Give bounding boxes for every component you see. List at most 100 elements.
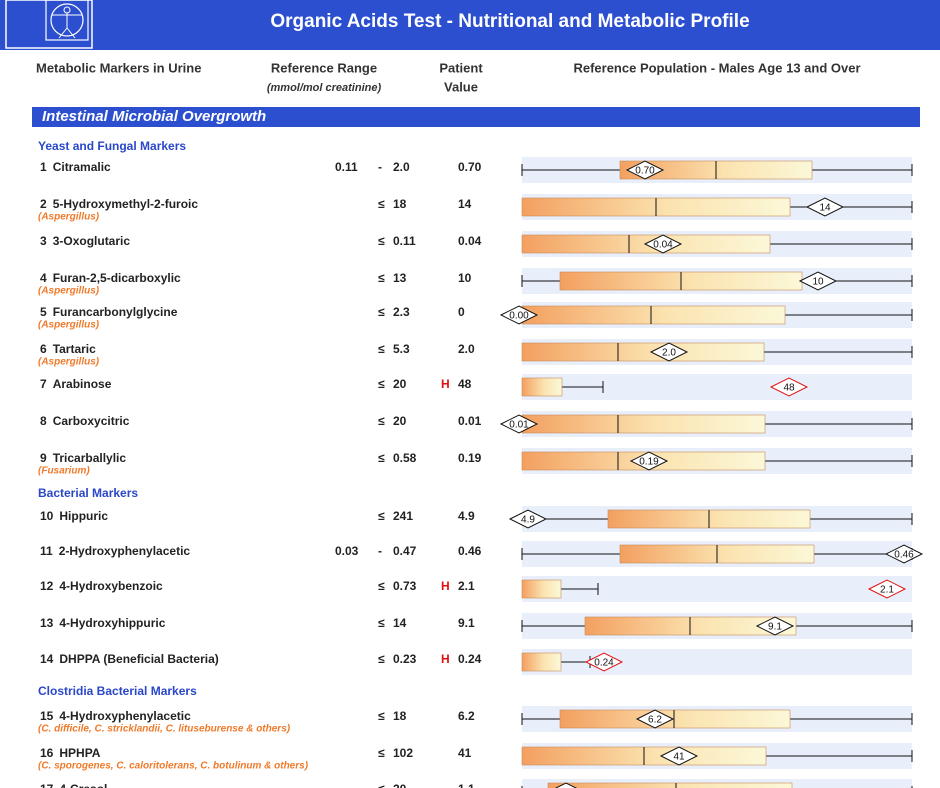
- diamond-label: 2.1: [880, 585, 894, 596]
- marker-name: 3 3-Oxoglutaric: [40, 234, 130, 248]
- patient-diamond: [755, 616, 795, 636]
- patient-value: 2.1: [458, 579, 475, 593]
- section-title: Intestinal Microbial Overgrowth: [42, 108, 266, 125]
- range-high: 2.3: [393, 305, 410, 319]
- marker-number: 16: [40, 746, 54, 760]
- marker-number: 15: [40, 709, 54, 723]
- marker-name: 8 Carboxycitric: [40, 414, 130, 428]
- marker-label: Carboxycitric: [53, 414, 130, 428]
- patient-value: 0.19: [458, 451, 482, 465]
- marker-number: 8: [40, 414, 47, 428]
- marker-number: 12: [40, 579, 54, 593]
- marker-note: (Aspergillus): [38, 320, 100, 331]
- marker-label: 5-Hydroxymethyl-2-furoic: [53, 197, 199, 211]
- marker-label: 4-Cresol: [59, 782, 107, 788]
- marker-note: (C. difficile, C. stricklandii, C. litus…: [38, 724, 291, 735]
- marker-name: 7 Arabinose: [40, 377, 112, 391]
- high-flag: H: [441, 652, 450, 666]
- reference-box: [559, 709, 791, 729]
- marker-label: Furan-2,5-dicarboxylic: [53, 271, 181, 285]
- marker-label: Citramalic: [53, 160, 111, 174]
- range-sep: ≤: [378, 782, 385, 788]
- marker-number: 2: [40, 197, 47, 211]
- marker-label: Furancarbonylglycine: [53, 305, 178, 319]
- reference-box: [521, 414, 766, 434]
- diamond-label: 41: [673, 752, 685, 763]
- patient-value: 0.70: [458, 160, 482, 174]
- range-sep: ≤: [378, 709, 385, 723]
- marker-name: 6 Tartaric: [40, 342, 96, 356]
- marker-label: Arabinose: [53, 377, 112, 391]
- patient-value: 0: [458, 305, 465, 319]
- reference-box: [521, 377, 563, 397]
- range-sep: -: [378, 160, 382, 174]
- patient-diamond: [508, 509, 548, 529]
- patient-value: 4.9: [458, 509, 475, 523]
- range-sep: ≤: [378, 342, 385, 356]
- column-header: Metabolic Markers in Urine: [36, 60, 201, 75]
- patient-diamond: [659, 746, 699, 766]
- range-high: 0.73: [393, 579, 417, 593]
- range-high: 241: [393, 509, 413, 523]
- range-sep: ≤: [378, 652, 385, 666]
- marker-name: 5 Furancarbonylglycine: [40, 305, 178, 319]
- patient-value: 14: [458, 197, 472, 211]
- patient-value: 48: [458, 377, 472, 391]
- range-sep: ≤: [378, 377, 385, 391]
- patient-value: 0.24: [458, 652, 482, 666]
- patient-value: 2.0: [458, 342, 475, 356]
- range-low: 0.11: [335, 160, 358, 174]
- patient-diamond: [499, 305, 539, 325]
- diamond-label: 48: [783, 383, 795, 394]
- patient-diamond: [649, 342, 689, 362]
- reference-box: [521, 305, 786, 325]
- patient-diamond: [629, 451, 669, 471]
- range-high: 0.23: [393, 652, 417, 666]
- patient-diamond: [867, 579, 907, 599]
- range-high: 5.3: [393, 342, 410, 356]
- patient-diamond: [554, 782, 578, 788]
- marker-name: 11 2-Hydroxyphenylacetic: [40, 544, 190, 558]
- patient-value: 0.04: [458, 234, 482, 248]
- high-flag: H: [441, 377, 450, 391]
- reference-box: [521, 579, 562, 599]
- patient-diamond: [625, 160, 665, 180]
- marker-number: 6: [40, 342, 47, 356]
- patient-diamond: [499, 414, 539, 434]
- range-sep: ≤: [378, 616, 385, 630]
- marker-label: 4-Hydroxyphenylacetic: [59, 709, 191, 723]
- patient-diamond: [805, 197, 845, 217]
- range-high: 102: [393, 746, 413, 760]
- patient-diamond: [643, 234, 683, 254]
- marker-number: 11: [40, 544, 53, 558]
- marker-note: (Fusarium): [38, 466, 90, 477]
- reference-box: [547, 782, 793, 788]
- range-high: 0.47: [393, 544, 417, 558]
- marker-number: 4: [40, 271, 47, 285]
- patient-value: 0.46: [458, 544, 482, 558]
- range-sep: ≤: [378, 271, 385, 285]
- patient-diamond: [584, 652, 624, 672]
- diamond-label: 0.24: [594, 658, 614, 669]
- marker-label: DHPPA (Beneficial Bacteria): [59, 652, 218, 666]
- patient-value: 10: [458, 271, 472, 285]
- range-high: 20: [393, 782, 407, 788]
- range-sep: ≤: [378, 579, 385, 593]
- patient-diamond: [798, 271, 838, 291]
- range-sep: ≤: [378, 746, 385, 760]
- range-low: 0.03: [335, 544, 359, 558]
- diamond-label: 0.04: [653, 240, 673, 251]
- patient-diamond: [635, 709, 675, 729]
- reference-box: [521, 652, 562, 672]
- range-high: 13: [393, 271, 407, 285]
- range-sep: ≤: [378, 305, 385, 319]
- marker-note: (Aspergillus): [38, 286, 100, 297]
- report-title: Organic Acids Test - Nutritional and Met…: [270, 11, 749, 32]
- range-sep: ≤: [378, 451, 385, 465]
- range-sep: ≤: [378, 197, 385, 211]
- marker-name: 12 4-Hydroxybenzoic: [40, 579, 163, 593]
- diamond-label: 0.00: [509, 311, 529, 322]
- patient-diamond: [884, 544, 924, 564]
- marker-note: (Aspergillus): [38, 357, 100, 368]
- marker-number: 17: [40, 782, 54, 788]
